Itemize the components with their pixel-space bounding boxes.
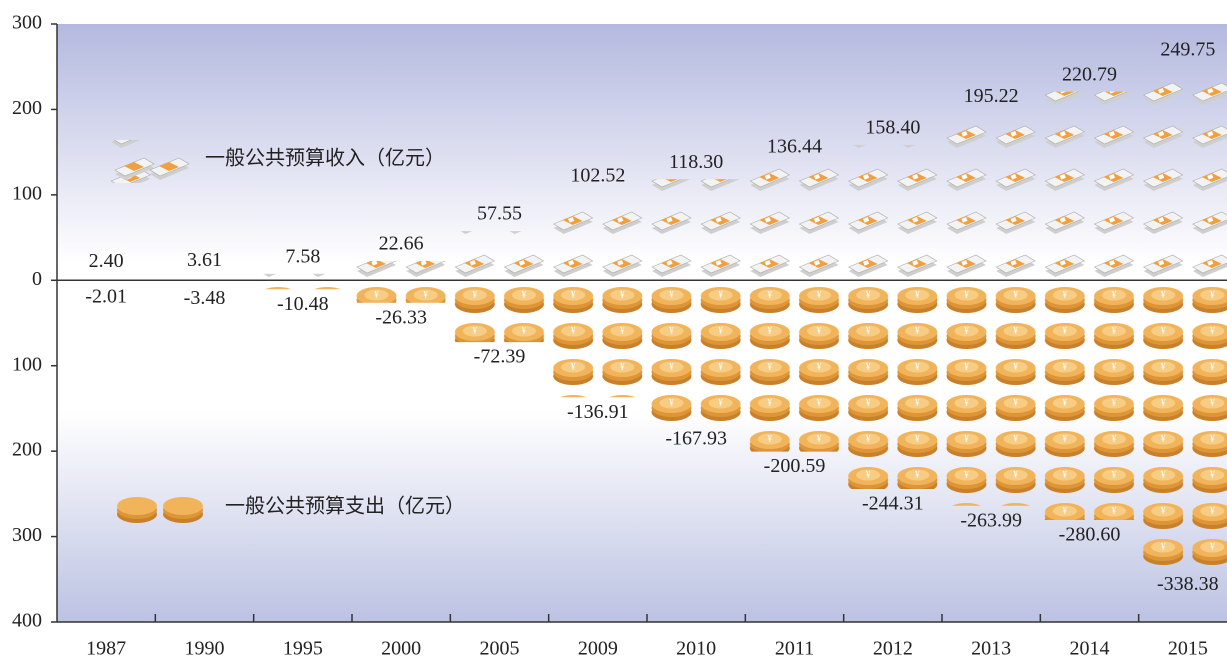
data-label: -244.31	[862, 493, 924, 515]
data-label: -26.33	[375, 306, 427, 328]
data-label: -263.99	[960, 509, 1022, 531]
chart: ¥ 一般公共预算收入（亿元） 一般公共预算支出（亿元） 300200100010…	[0, 0, 1227, 663]
x-tick-label: 1995	[283, 638, 323, 660]
y-tick-label: 400	[12, 610, 42, 632]
data-label: 57.55	[477, 203, 522, 225]
x-tick-label: 2012	[873, 638, 913, 660]
y-tick-label: 0	[32, 268, 42, 290]
expenditure-bar	[354, 280, 448, 302]
x-tick-label: 1990	[185, 638, 225, 660]
data-label: 249.75	[1160, 39, 1215, 61]
revenue-bar	[944, 114, 1038, 281]
x-tick-label: 2015	[1168, 638, 1208, 660]
data-label: 2.40	[89, 250, 124, 272]
revenue-bar	[1141, 67, 1227, 280]
data-label: 158.40	[865, 117, 920, 139]
data-label: -2.01	[85, 286, 127, 308]
data-label: -136.91	[567, 401, 629, 423]
revenue-bar	[1042, 92, 1136, 281]
expenditure-bar	[649, 280, 743, 423]
data-label: -167.93	[665, 427, 727, 449]
y-tick-label: 100	[12, 182, 42, 204]
x-tick-label: 2011	[775, 638, 814, 660]
x-tick-label: 2010	[676, 638, 716, 660]
data-label: 136.44	[767, 135, 822, 157]
y-tick-label: 300	[12, 12, 42, 34]
y-tick-label: 200	[12, 97, 42, 119]
y-tick-label: 300	[12, 524, 42, 546]
data-label: 118.30	[669, 151, 723, 173]
revenue-bar	[452, 231, 546, 280]
expenditure-bar	[747, 280, 841, 451]
revenue-bar	[747, 164, 841, 281]
data-label: -72.39	[474, 346, 526, 368]
data-label: -3.48	[184, 287, 226, 309]
y-tick-label: 100	[12, 353, 42, 375]
expenditure-bar	[59, 280, 153, 282]
revenue-bar	[354, 261, 448, 280]
legend-label: 一般公共预算收入（亿元）	[205, 147, 445, 170]
data-label: 22.66	[379, 233, 424, 255]
data-label: 102.52	[570, 164, 625, 186]
data-label: 3.61	[187, 249, 222, 271]
data-label: 220.79	[1062, 63, 1117, 85]
revenue-bar	[649, 179, 743, 280]
data-label: -280.60	[1059, 524, 1121, 546]
expenditure-bar	[1141, 280, 1227, 569]
y-tick-label: 200	[12, 439, 42, 461]
expenditure-bar	[452, 280, 546, 342]
revenue-bar	[846, 145, 940, 280]
x-tick-label: 1987	[86, 638, 126, 660]
legend-icon	[110, 140, 208, 183]
x-tick-label: 2005	[480, 638, 520, 660]
x-tick-label: 2009	[578, 638, 618, 660]
data-label: 7.58	[285, 245, 320, 267]
expenditure-bar	[1042, 280, 1136, 520]
revenue-bar	[157, 277, 251, 280]
revenue-bar	[59, 278, 153, 280]
expenditure-bar	[944, 280, 1038, 506]
data-label: -338.38	[1157, 573, 1219, 595]
expenditure-bar	[256, 280, 350, 289]
revenue-bar	[551, 193, 645, 281]
x-tick-label: 2013	[971, 638, 1011, 660]
expenditure-bar	[846, 280, 940, 489]
x-tick-label: 2014	[1070, 638, 1110, 660]
data-label: -200.59	[764, 455, 826, 477]
revenue-bar	[256, 274, 350, 280]
data-label: -10.48	[277, 293, 329, 315]
x-tick-label: 2000	[381, 638, 421, 660]
data-label: 195.22	[964, 85, 1019, 107]
expenditure-bar	[551, 280, 645, 397]
legend-label: 一般公共预算支出（亿元）	[225, 495, 465, 518]
expenditure-bar	[157, 280, 251, 283]
